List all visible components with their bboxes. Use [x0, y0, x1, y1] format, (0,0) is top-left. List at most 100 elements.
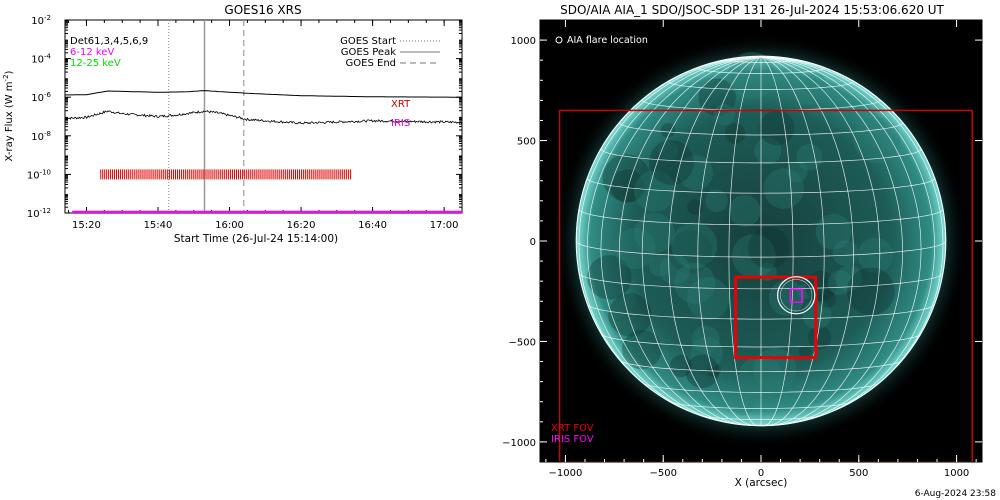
y-tick-label: 10-2: [31, 14, 51, 27]
surface-feature: [634, 170, 676, 212]
aia-x-tick-label: 500: [849, 468, 868, 479]
surface-feature: [648, 254, 671, 277]
detector-label: Det61,3,4,5,6,9: [70, 36, 148, 47]
goes-flux-line-0: [65, 90, 462, 98]
surface-feature: [587, 255, 632, 300]
y-tick-base: 10: [31, 16, 44, 27]
surface-feature: [799, 345, 812, 359]
y-tick-base: 10: [27, 209, 40, 220]
surface-feature: [832, 240, 859, 266]
longitude-line: [760, 56, 944, 407]
flare-inner-circle: [780, 279, 813, 312]
aia-y-axis: −1000 −500 0 500 1000: [502, 36, 982, 449]
xrt-annotation: XRT: [391, 99, 411, 110]
surface-feature: [847, 267, 895, 316]
aia-y-tick-label: 500: [517, 137, 536, 148]
surface-feature: [748, 227, 790, 269]
y-tick-base: 10: [27, 170, 40, 181]
x-tick-label: 16:40: [358, 220, 387, 231]
energy-label-high: 12-25 keV: [70, 58, 121, 69]
surface-feature: [728, 195, 761, 227]
surface-feature: [691, 325, 720, 354]
fov-box-1: [734, 275, 818, 360]
flare-legend-text: AIA flare location: [567, 35, 648, 46]
aia-image-panel: SDO/AIA AIA_1 SDO/JSOC-SDP 131 26-Jul-20…: [502, 3, 983, 489]
surface-feature: [657, 141, 679, 162]
surface-feature: [660, 123, 676, 138]
goes-y-axis-label-main: X-ray Flux (W m: [4, 81, 15, 161]
longitude-line: [668, 56, 762, 426]
aia-y-tick-label: 1000: [511, 36, 536, 47]
surface-feature: [674, 262, 716, 304]
y-tick-exp: -2: [44, 14, 51, 22]
goes-y-axis-label-exp: -2: [2, 74, 10, 81]
longitude-line: [641, 56, 762, 426]
longitude-line: [760, 56, 881, 426]
longitude-line: [600, 56, 762, 424]
y-tick-label: 10-6: [31, 91, 51, 104]
surface-feature: [759, 110, 795, 146]
y-tick-label: 10-4: [31, 53, 51, 66]
y-tick-label: 10-8: [31, 130, 51, 143]
surface-feature: [614, 227, 656, 269]
surface-feature: [797, 283, 813, 299]
goes-event-lines: [168, 20, 245, 213]
surface-feature: [705, 189, 729, 213]
longitude-line: [760, 56, 825, 427]
longitude-line: [760, 56, 922, 424]
y-tick-label: 10-12: [27, 207, 51, 220]
y-tick-exp: -4: [44, 53, 52, 61]
goes-y-axis-label-close: ): [4, 70, 15, 74]
surface-feature: [687, 199, 703, 215]
solar-limb: [575, 55, 947, 427]
surface-feature: [731, 393, 755, 416]
longitude-line: [578, 56, 762, 407]
longitude-line: [760, 56, 936, 421]
surface-feature: [835, 265, 863, 292]
surface-feature: [731, 234, 776, 278]
longitude-line: [697, 56, 762, 427]
surface-feature: [637, 332, 657, 352]
x-tick-label: 15:20: [72, 220, 101, 231]
x-tick-label: 17:00: [430, 220, 459, 231]
iris-fov-label: IRIS FOV: [551, 434, 594, 445]
surface-feature: [827, 270, 853, 295]
surface-feature: [796, 144, 823, 171]
surface-feature: [807, 325, 832, 350]
y-tick-exp: -10: [40, 168, 51, 176]
longitude-line: [728, 56, 762, 427]
goes-flux-series: [65, 90, 462, 125]
surface-feature: [768, 280, 805, 316]
surface-feature: [857, 237, 894, 273]
surface-feature: [706, 362, 722, 378]
aia-x-axis-label: X (arcsec): [735, 477, 788, 489]
goes-coverage-bars: [72, 169, 462, 213]
fov-box-2: [789, 288, 803, 304]
heliographic-grid: [575, 55, 947, 427]
iris-annotation: IRIS: [391, 118, 410, 129]
goes-x-axis-label: Start Time (26-Jul-24 15:14:00): [174, 233, 338, 245]
xrt-fov-label: XRT FOV: [551, 423, 594, 434]
x-tick-label: 16:20: [287, 220, 316, 231]
fov-box-0: [558, 109, 973, 462]
y-tick-base: 10: [31, 132, 44, 143]
generation-timestamp: 6-Aug-2024 23:58: [915, 489, 997, 499]
aia-x-tick-label: −1000: [549, 468, 583, 479]
goes-chart-title: GOES16 XRS: [224, 3, 301, 17]
surface-feature: [713, 103, 735, 126]
aia-chart-title: SDO/AIA AIA_1 SDO/JSOC-SDP 131 26-Jul-20…: [560, 3, 944, 17]
aia-y-tick-label: −500: [509, 337, 536, 348]
flare-location-circle: [777, 276, 816, 315]
y-tick-base: 10: [31, 93, 44, 104]
goes-flux-line-1: [65, 110, 462, 125]
x-tick-label: 15:40: [144, 220, 173, 231]
surface-feature: [649, 140, 694, 185]
surface-feature: [671, 222, 718, 269]
surface-feature: [659, 254, 691, 285]
legend-goes-start: GOES Start: [340, 36, 396, 47]
surface-feature: [678, 155, 714, 191]
aia-y-tick-label: −1000: [502, 438, 536, 449]
